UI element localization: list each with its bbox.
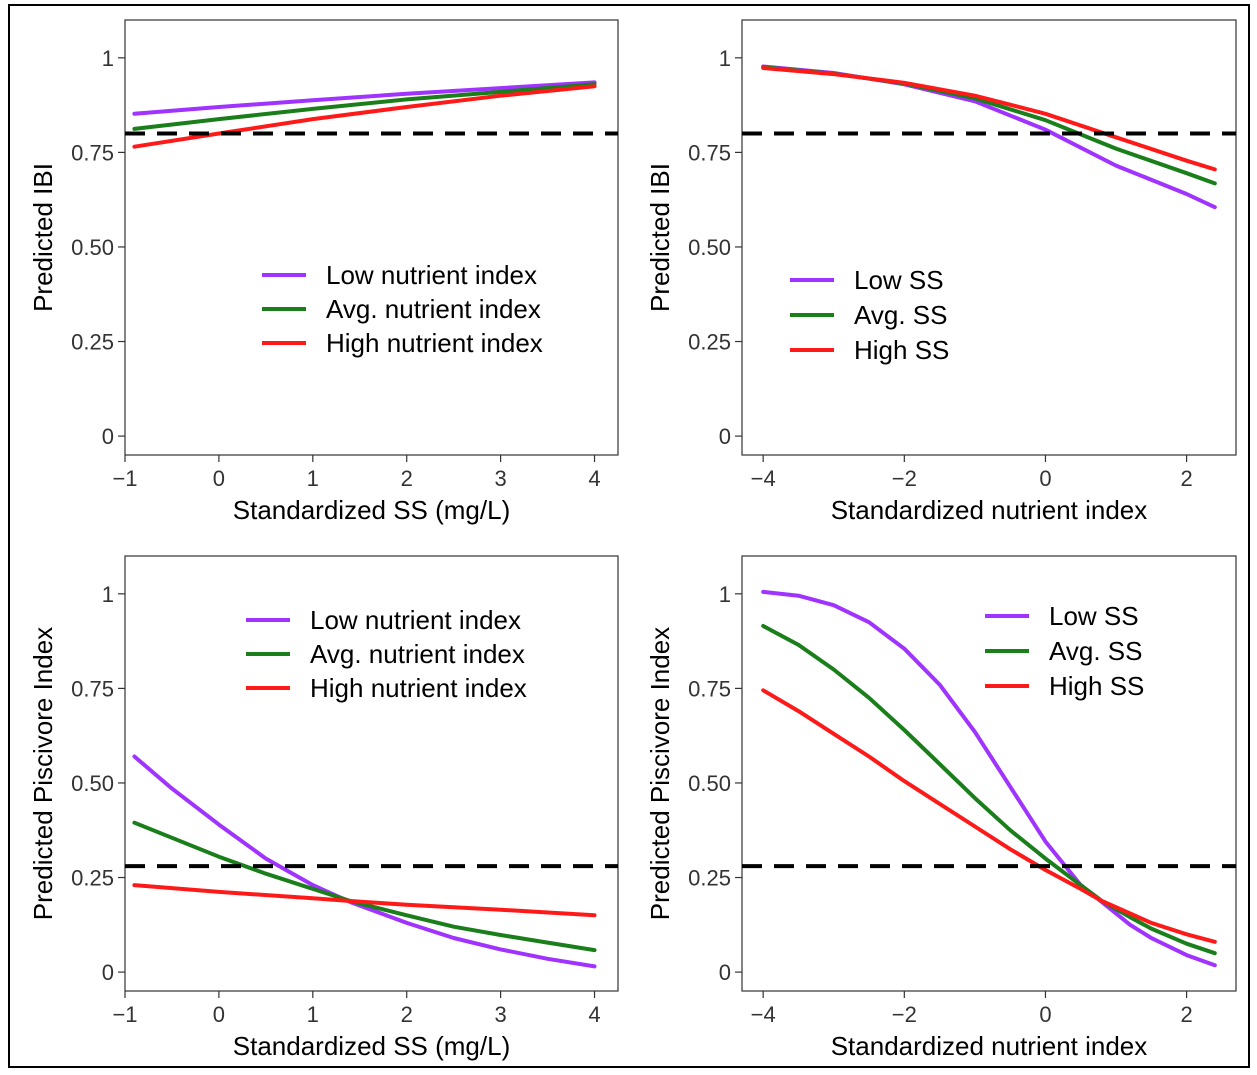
y-axis-title: Predicted IBI — [28, 163, 58, 312]
legend-label: Low SS — [854, 265, 944, 295]
series-line-avg — [761, 65, 1217, 186]
x-tick-label: 2 — [401, 1002, 413, 1027]
y-tick-label: 0.25 — [688, 866, 731, 891]
y-tick-label: 0.75 — [688, 140, 731, 165]
y-tick-label: 1 — [719, 582, 731, 607]
x-tick-label: 1 — [307, 1002, 319, 1027]
x-tick-label: −1 — [112, 466, 137, 491]
x-tick-label: 0 — [213, 466, 225, 491]
legend-label: Avg. nutrient index — [310, 639, 525, 669]
y-tick-label: 1 — [102, 46, 114, 71]
plot-area-border — [741, 555, 1237, 992]
x-axis-title: Standardized SS (mg/L) — [233, 1031, 510, 1061]
series-line-low — [132, 754, 597, 969]
x-tick-label: 3 — [494, 1002, 506, 1027]
y-tick-label: 0 — [102, 960, 114, 985]
x-tick-label: −1 — [112, 1002, 137, 1027]
y-axis-title: Predicted Piscivore Index — [28, 627, 58, 920]
series-line-avg — [132, 820, 597, 953]
y-tick-label: 0.75 — [688, 676, 731, 701]
x-tick-label: 0 — [1039, 466, 1051, 491]
y-tick-label: 0 — [102, 424, 114, 449]
plot-area-border — [124, 19, 619, 456]
series-line-avg — [761, 624, 1217, 956]
series-line-high — [132, 84, 597, 149]
x-axis-title: Standardized nutrient index — [831, 495, 1148, 525]
x-axis-title: Standardized SS (mg/L) — [233, 495, 510, 525]
x-tick-label: 0 — [213, 1002, 225, 1027]
series-line-high — [761, 688, 1217, 944]
y-tick-label: 0.25 — [71, 866, 114, 891]
legend-label: Low SS — [1049, 601, 1139, 631]
legend-label: High nutrient index — [310, 673, 527, 703]
x-tick-label: 1 — [307, 466, 319, 491]
legend-label: Avg. SS — [854, 300, 947, 330]
y-axis-title: Predicted Piscivore Index — [645, 627, 675, 920]
series-line-high — [761, 66, 1217, 172]
x-tick-label: 0 — [1039, 1002, 1051, 1027]
legend-label: Low nutrient index — [326, 260, 537, 290]
y-tick-label: 0.50 — [688, 235, 731, 260]
x-tick-label: 2 — [1180, 1002, 1192, 1027]
legend-label: High nutrient index — [326, 328, 543, 358]
x-tick-label: 2 — [1180, 466, 1192, 491]
x-axis-title: Standardized nutrient index — [831, 1031, 1148, 1061]
x-tick-label: −2 — [892, 466, 917, 491]
series-line-avg — [132, 82, 597, 131]
y-tick-label: 0 — [719, 960, 731, 985]
y-tick-label: 1 — [719, 46, 731, 71]
series-line-high — [132, 883, 597, 918]
series-line-low — [761, 589, 1217, 968]
x-tick-label: −4 — [751, 1002, 776, 1027]
plot-area-border — [124, 555, 619, 992]
figure-frame — [8, 4, 1250, 1068]
legend-label: Low nutrient index — [310, 605, 521, 635]
x-tick-label: 3 — [494, 466, 506, 491]
series-line-low — [132, 80, 597, 116]
y-tick-label: 0.25 — [688, 330, 731, 355]
y-tick-label: 0.50 — [71, 771, 114, 796]
legend-label: High SS — [1049, 671, 1144, 701]
x-tick-label: −2 — [892, 1002, 917, 1027]
y-tick-label: 0.75 — [71, 676, 114, 701]
legend-label: Avg. nutrient index — [326, 294, 541, 324]
x-tick-label: 4 — [588, 1002, 600, 1027]
y-tick-label: 1 — [102, 582, 114, 607]
x-tick-label: −4 — [751, 466, 776, 491]
plot-area-border — [741, 19, 1237, 456]
y-tick-label: 0.25 — [71, 330, 114, 355]
y-tick-label: 0 — [719, 424, 731, 449]
y-tick-label: 0.50 — [688, 771, 731, 796]
series-line-low — [761, 64, 1217, 210]
legend-label: High SS — [854, 335, 949, 365]
legend-label: Avg. SS — [1049, 636, 1142, 666]
y-tick-label: 0.75 — [71, 140, 114, 165]
y-axis-title: Predicted IBI — [645, 163, 675, 312]
x-tick-label: 4 — [588, 466, 600, 491]
x-tick-label: 2 — [401, 466, 413, 491]
y-tick-label: 0.50 — [71, 235, 114, 260]
